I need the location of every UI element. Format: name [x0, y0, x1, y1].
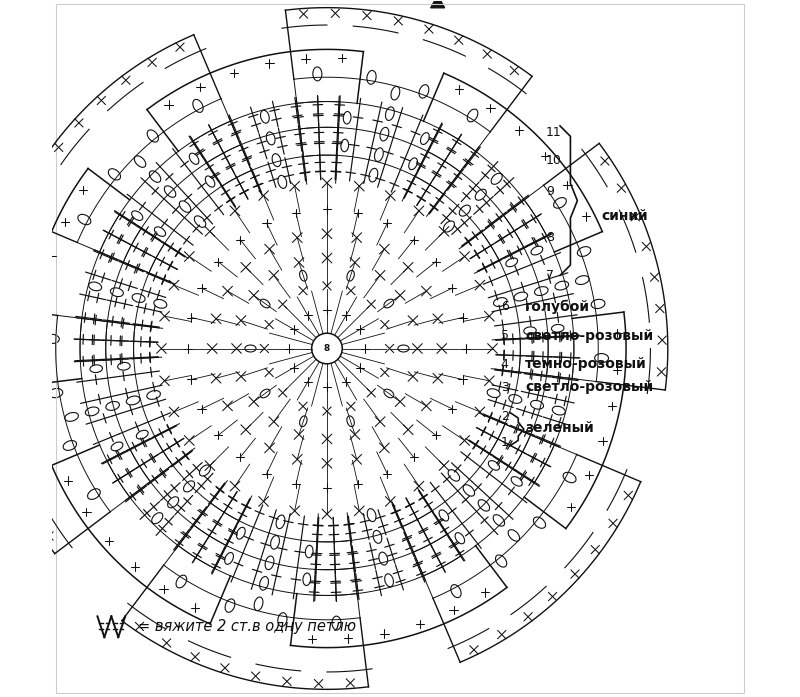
Text: 2: 2	[501, 410, 509, 423]
Text: зеленый: зеленый	[526, 422, 594, 436]
Text: = вяжите 2 ст.в одну петлю: = вяжите 2 ст.в одну петлю	[138, 619, 356, 634]
Text: 3: 3	[501, 381, 509, 394]
Text: 9: 9	[546, 185, 554, 199]
Text: 7: 7	[546, 269, 554, 282]
Text: 1: 1	[501, 436, 509, 449]
Polygon shape	[430, 0, 445, 8]
Text: 10: 10	[546, 154, 562, 167]
Text: голубой: голубой	[526, 300, 590, 314]
Text: 11: 11	[546, 126, 562, 139]
Text: синий: синий	[602, 209, 648, 223]
Text: 8: 8	[546, 231, 554, 244]
Text: светло-розовый: светло-розовый	[526, 329, 654, 343]
Text: светло-розовый: светло-розовый	[526, 381, 654, 395]
Text: 4: 4	[501, 358, 509, 371]
Text: 8: 8	[324, 344, 330, 353]
Text: 5: 5	[501, 330, 509, 342]
Text: 6: 6	[501, 300, 509, 313]
Text: темно-розовый: темно-розовый	[526, 358, 647, 372]
